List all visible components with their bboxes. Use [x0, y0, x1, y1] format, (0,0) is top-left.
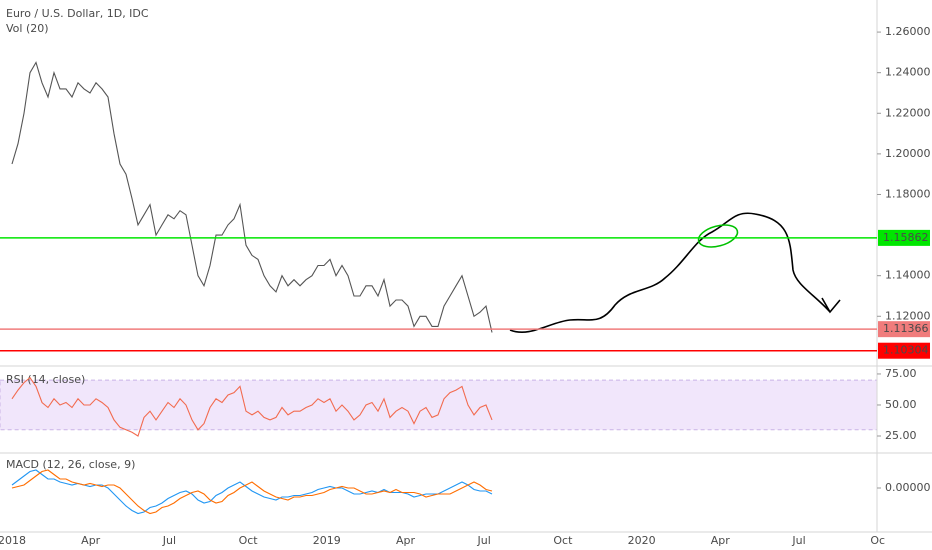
indicator-line: [11, 469, 493, 515]
y-tick-label: 1.22000: [885, 106, 931, 119]
y-tick-label: 1.26000: [885, 25, 931, 38]
y-tick-label: 1.20000: [885, 147, 931, 160]
x-tick-label: 2019: [313, 534, 341, 547]
level-label: 1.15862: [883, 231, 929, 244]
volume-label: Vol (20): [6, 22, 49, 35]
rsi-band: [0, 379, 878, 431]
x-tick-label: Oc: [870, 534, 885, 547]
x-tick-label: Jul: [162, 534, 176, 547]
macd-title: MACD (12, 26, close, 9): [6, 458, 135, 471]
x-tick-label: Oct: [553, 534, 573, 547]
y-tick-label: 1.24000: [885, 66, 931, 79]
y-tick-label: 75.00: [885, 367, 917, 380]
highlight-ellipse: [697, 224, 739, 248]
y-tick-label: 50.00: [885, 398, 917, 411]
y-tick-label: 25.00: [885, 429, 917, 442]
indicator-line: [11, 469, 493, 515]
x-tick-label: Apr: [711, 534, 731, 547]
y-tick-label: 1.18000: [885, 187, 931, 200]
x-tick-label: Jul: [477, 534, 491, 547]
level-label: 1.11366: [883, 322, 929, 335]
x-tick-label: 2018: [0, 534, 26, 547]
chart-title: Euro / U.S. Dollar, 1D, IDC: [6, 7, 149, 20]
y-tick-label: 1.12000: [885, 309, 931, 322]
x-tick-label: Apr: [81, 534, 101, 547]
price-line: [11, 376, 493, 437]
x-tick-label: Apr: [396, 534, 416, 547]
x-tick-label: 2020: [628, 534, 656, 547]
price-line: [11, 61, 493, 333]
level-label-box: [878, 229, 930, 246]
y-tick-label: 1.14000: [885, 269, 931, 282]
level-label: 1.10304: [883, 344, 929, 357]
level-label-box: [878, 321, 930, 338]
hand-drawing: [509, 212, 841, 333]
rsi-title: RSI (14, close): [6, 373, 85, 386]
x-tick-label: Oct: [239, 534, 259, 547]
x-tick-label: Jul: [791, 534, 805, 547]
level-label-box: [878, 342, 930, 359]
y-tick-label: 0.00000: [885, 481, 931, 494]
